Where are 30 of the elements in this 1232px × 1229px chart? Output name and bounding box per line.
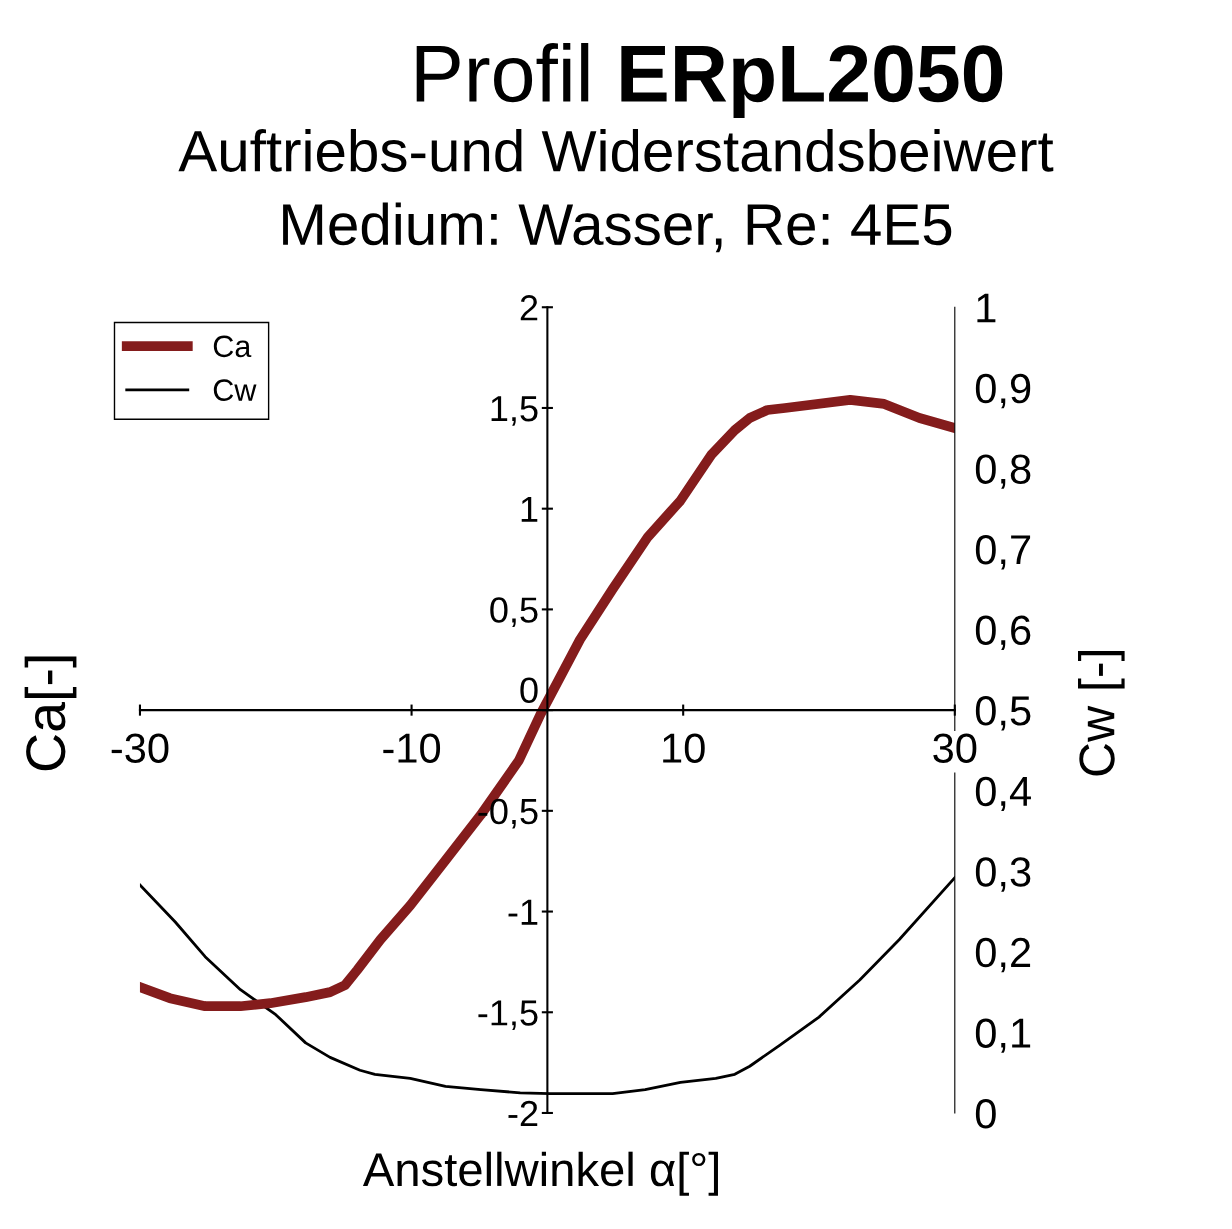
y2-tick-label: 0,2 [975, 937, 1031, 973]
y2-tick-label: 0,9 [975, 373, 1031, 409]
chart-subtitle: Auftriebs-und Widerstandsbeiwert Medium: Wasser, Re: 4E5 [178, 129, 1054, 253]
y-axis-title: Ca[-] [24, 656, 77, 771]
x-tick-label: -30 [111, 733, 169, 763]
x-tick-label: 10 [663, 733, 705, 763]
y2-tick-label: 0,3 [975, 857, 1031, 892]
y2-tick-label: 0,6 [975, 615, 1031, 650]
y-tick-label: 2 [520, 295, 538, 321]
y2-tick-label: 0,8 [975, 454, 1031, 489]
legend-label: Ca [213, 335, 252, 358]
y2-tick-label: 0,1 [975, 1018, 1031, 1053]
y2-tick-label: 0 [975, 1098, 996, 1129]
y-tick-label: 1 [521, 496, 538, 522]
y-tick-label: -2 [508, 1100, 538, 1127]
y2-axis-title: Cw [-] [1078, 651, 1125, 776]
y2-tick-label: 0,4 [975, 776, 1031, 812]
y-tick-label: -1,5 [478, 1000, 538, 1030]
y2-tick-label: 0,5 [975, 696, 1031, 731]
x-tick-label: 30 [933, 733, 977, 763]
x-tick-label: -10 [383, 733, 441, 763]
y-tick-label: 0 [520, 677, 538, 703]
y-tick-label: 0,5 [490, 597, 538, 628]
legend-label: Cw [213, 379, 257, 401]
y-tick-label: 1,5 [491, 396, 538, 426]
y2-tick-label: 1 [977, 293, 996, 323]
y-tick-label: -1 [508, 899, 538, 925]
y2-tick-label: 0,7 [975, 534, 1031, 570]
chart-title: Profil ERpL2050 [416, 43, 1003, 119]
x-axis-title: Anstellwinkel α[°] [362, 1151, 718, 1196]
